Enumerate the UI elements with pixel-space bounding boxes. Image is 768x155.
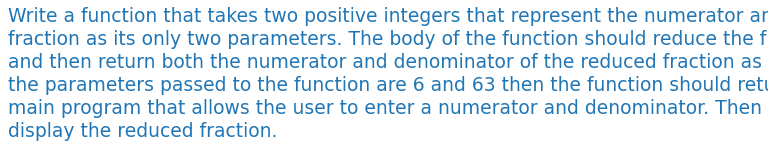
Text: fraction as its only two parameters. The body of the function should reduce the : fraction as its only two parameters. The… bbox=[8, 30, 768, 49]
Text: main program that allows the user to enter a numerator and denominator. Then you: main program that allows the user to ent… bbox=[8, 99, 768, 118]
Text: the parameters passed to the function are 6 and 63 then the function should retu: the parameters passed to the function ar… bbox=[8, 76, 768, 95]
Text: display the reduced fraction.: display the reduced fraction. bbox=[8, 122, 277, 141]
Text: Write a function that takes two positive integers that represent the numerator a: Write a function that takes two positive… bbox=[8, 7, 768, 26]
Text: and then return both the numerator and denominator of the reduced fraction as it: and then return both the numerator and d… bbox=[8, 53, 768, 72]
